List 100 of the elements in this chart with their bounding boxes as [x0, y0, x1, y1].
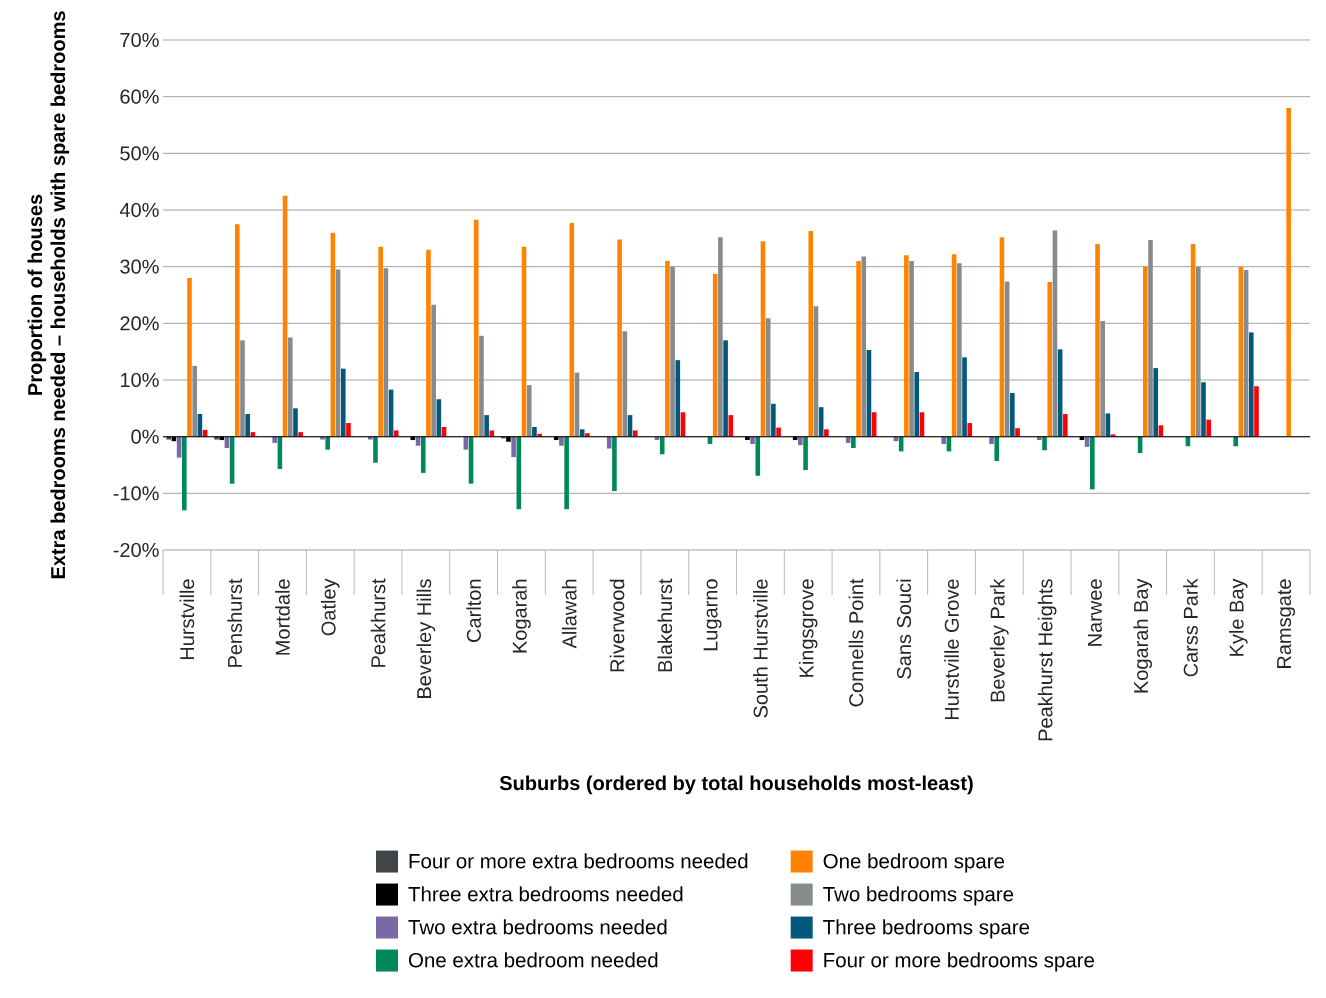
- bar: [670, 266, 675, 437]
- bar: [1047, 281, 1053, 437]
- legend-label: Four or more bedrooms spare: [824, 952, 1095, 972]
- y-tick-label: 0%: [131, 429, 159, 444]
- bar: [564, 436, 569, 510]
- x-tick-label: South Hurstville: [753, 579, 768, 718]
- bar: [234, 224, 240, 437]
- bar: [1153, 368, 1159, 437]
- bar: [484, 415, 489, 437]
- legend-label: Three bedrooms spare: [823, 919, 1030, 939]
- bar: [851, 436, 856, 448]
- x-tick-label: Carss Park: [1183, 578, 1198, 677]
- legend-label: Two extra bedrooms needed: [408, 919, 667, 935]
- bar: [728, 415, 734, 437]
- bar: [914, 372, 920, 437]
- legend-label: Four or more extra bedrooms needed: [409, 853, 748, 869]
- bar: [808, 230, 814, 437]
- x-tick-label: Oatley: [320, 578, 340, 636]
- x-tick-label: Sans Souci: [896, 579, 912, 679]
- bar: [941, 436, 947, 445]
- bar: [904, 255, 909, 437]
- x-tick-label: Ramsgate: [1277, 579, 1296, 668]
- bar: [856, 260, 861, 437]
- bar: [824, 429, 829, 437]
- bar: [1286, 107, 1291, 437]
- bar: [479, 335, 484, 437]
- legend-label: Two bedrooms spare: [823, 886, 1014, 906]
- bar: [989, 436, 994, 445]
- x-tick-label: Beverley Hills: [416, 579, 436, 698]
- bar: [1148, 240, 1153, 437]
- bar: [1233, 436, 1238, 447]
- y-tick-label: 10%: [120, 372, 159, 388]
- y-tick-label: 20%: [120, 316, 159, 331]
- x-tick-label: Carlton: [466, 579, 481, 642]
- bar: [798, 436, 803, 446]
- bar: [1206, 419, 1211, 437]
- bar: [526, 385, 532, 437]
- y-tick-label: 60%: [120, 89, 159, 104]
- bar: [1037, 436, 1042, 441]
- y-axis-title: Proportion of houses: [27, 194, 47, 395]
- bar: [1095, 243, 1100, 437]
- text: Extra bedrooms needed – households with spare bedrooms: [50, 11, 70, 579]
- bar: [1100, 321, 1106, 437]
- x-tick-label: Riverwood: [609, 579, 625, 672]
- bar: [659, 436, 665, 455]
- bar: [776, 427, 781, 437]
- bar: [1015, 428, 1020, 437]
- bar: [723, 340, 728, 437]
- bar: [994, 436, 1000, 462]
- x-tick-label: Beverley Park: [990, 578, 1009, 702]
- bar: [612, 436, 617, 492]
- x-tick-label: Lugarno: [703, 579, 722, 651]
- bar: [1063, 413, 1068, 437]
- x-tick-label: Penshurst: [227, 578, 243, 667]
- y-tick-label: 70%: [120, 32, 159, 48]
- bar: [187, 277, 192, 437]
- bar: [240, 340, 245, 437]
- bar: [532, 427, 537, 437]
- x-tick-label: Hurstville Grove: [944, 579, 959, 720]
- x-tick-label: Kyle Bay: [1228, 578, 1248, 656]
- bar: [617, 239, 622, 437]
- bar: [771, 403, 776, 437]
- bar: [293, 408, 298, 437]
- bar: [750, 436, 755, 445]
- x-tick-label: Mortdale: [275, 579, 290, 655]
- bar: [431, 304, 436, 437]
- legend-label: One bedroom spare: [823, 853, 1005, 873]
- x-tick-label: Narwee: [1087, 579, 1102, 646]
- bar: [378, 246, 383, 437]
- x-tick-label: Connells Point: [848, 578, 864, 707]
- x-tick-label: Kogarah: [512, 579, 531, 653]
- bar: [245, 413, 250, 437]
- bar: [473, 219, 479, 437]
- bar: [373, 436, 378, 463]
- bar: [1201, 382, 1206, 437]
- bar: [287, 337, 293, 437]
- bar: [909, 260, 914, 437]
- bar: [272, 436, 277, 443]
- bar: [803, 436, 808, 471]
- x-tick-label: Hurstville: [179, 579, 195, 660]
- bar: [1090, 436, 1095, 490]
- bar: [1143, 266, 1148, 437]
- bar: [1010, 393, 1015, 437]
- bar: [632, 430, 638, 437]
- bar: [1042, 436, 1047, 451]
- x-tick-label: Blakehurst: [657, 578, 673, 672]
- bar: [420, 436, 426, 473]
- bar: [340, 368, 346, 437]
- y-tick-label: -10%: [113, 486, 159, 501]
- bar: [325, 436, 330, 450]
- bar: [957, 263, 962, 437]
- y-tick-label: 40%: [119, 202, 159, 218]
- bar: [298, 432, 303, 437]
- bar: [755, 436, 761, 476]
- bar: [511, 436, 516, 458]
- x-tick-label: Peakhurst: [370, 578, 386, 667]
- bar: [182, 436, 187, 511]
- x-tick-label: Peakhurst Heights: [1037, 579, 1057, 741]
- bar: [346, 423, 351, 437]
- bar: [426, 249, 431, 437]
